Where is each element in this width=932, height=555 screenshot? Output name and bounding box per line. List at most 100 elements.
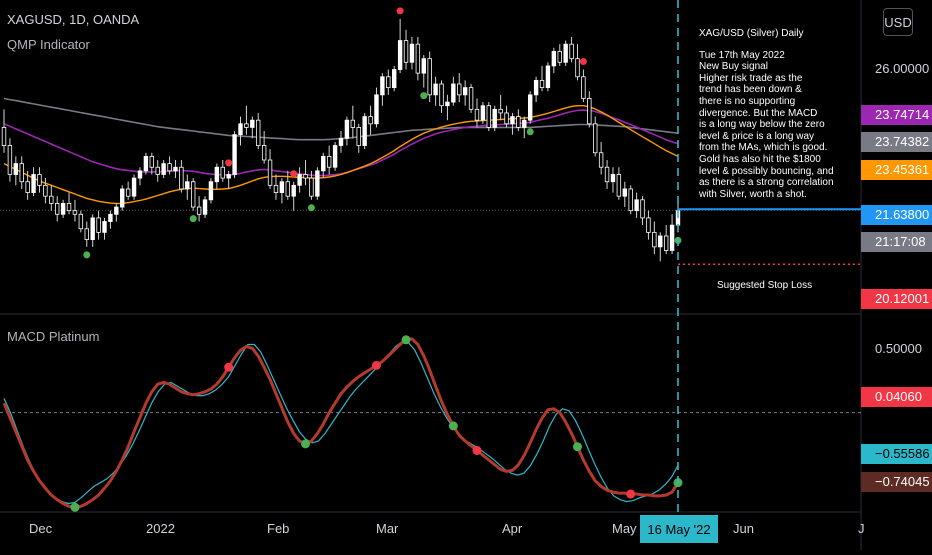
candle-body	[646, 217, 651, 233]
candle-body	[131, 177, 137, 197]
candle-body	[244, 123, 249, 128]
candle-body	[604, 166, 610, 183]
candle-body	[143, 155, 149, 172]
candle-body	[1, 127, 7, 146]
candle-body	[457, 83, 462, 96]
qmp-signal-dot	[225, 159, 233, 167]
qmp-signal-dot	[396, 7, 404, 15]
price-tag-last: 21.63800	[861, 205, 932, 225]
candle-body	[43, 184, 48, 197]
x-tick-mar: Mar	[376, 521, 399, 536]
macd-tag-signal: −0.55586	[861, 444, 932, 464]
ma-orange-line	[3, 104, 679, 205]
candle-body	[78, 213, 84, 230]
candle-body	[332, 145, 338, 168]
qmp-signal-dot	[307, 204, 315, 212]
candle-body	[167, 163, 172, 172]
candle-body	[522, 119, 527, 128]
candle-body	[663, 235, 669, 251]
annotation-heading: XAG/USD (Silver) Daily	[699, 28, 804, 39]
candle-body	[356, 127, 361, 146]
candle-body	[238, 123, 243, 136]
candle-body	[267, 159, 273, 186]
candle-body	[72, 210, 78, 215]
x-tick-dec: Dec	[29, 521, 53, 536]
candle-body	[516, 116, 521, 128]
qmp-signal-dot	[83, 251, 91, 259]
macd-signal-line	[3, 341, 679, 505]
candle-body	[634, 199, 639, 212]
candle-body	[539, 79, 545, 89]
candle-body	[315, 170, 320, 197]
candle-body	[321, 155, 326, 172]
candle-body	[368, 116, 373, 125]
candle-body	[557, 51, 562, 63]
candle-body	[19, 163, 24, 183]
candle-body	[214, 166, 220, 183]
symbol-title: XAGUSD, 1D, OANDA	[7, 12, 140, 27]
candle-body	[587, 98, 592, 125]
macd-signal-dot	[224, 362, 234, 372]
candle-body	[297, 174, 302, 186]
stop-loss-label: Suggested Stop Loss	[717, 280, 813, 291]
candle-body	[66, 203, 72, 212]
candle-body	[403, 40, 409, 63]
x-tick-2022: 2022	[146, 521, 175, 536]
indicator-label-qmp: QMP Indicator	[7, 37, 90, 52]
candle-body	[362, 116, 367, 146]
candle-body	[492, 108, 497, 128]
candle-body	[90, 217, 95, 241]
candle-body	[232, 134, 237, 175]
candle-body	[84, 228, 89, 241]
candle-body	[433, 83, 438, 96]
candle-body	[55, 203, 60, 215]
candle-body	[350, 119, 356, 128]
candle-body	[196, 206, 202, 215]
candle-body	[468, 87, 474, 110]
candle-body	[581, 76, 586, 99]
macd-signal-dot	[371, 360, 381, 370]
price-tag-countdown: 21:17:08	[861, 232, 932, 252]
annotation-note: XAG/USD (Silver) Daily Tue 17th May 2022…	[699, 28, 849, 210]
price-tag-stop-loss: 20.12001	[861, 289, 932, 309]
candle-body	[439, 83, 444, 107]
candle-body	[474, 108, 480, 121]
x-tick-jun: Jun	[733, 521, 754, 536]
price-tag-ma-grey: 23.74382	[861, 132, 932, 152]
qmp-signal-dot	[290, 170, 298, 178]
price-tick-26: 26.00000	[875, 61, 930, 76]
macd-tag-zero: 0.04060	[861, 387, 932, 407]
candle-body	[480, 105, 486, 121]
candle-body	[486, 105, 492, 128]
qmp-signal-dot	[420, 92, 428, 100]
indicator-label-macd: MACD Platinum	[7, 329, 100, 344]
candle-body	[427, 58, 432, 96]
candle-body	[622, 188, 627, 197]
candle-body	[421, 58, 426, 74]
candle-body	[25, 181, 30, 193]
currency-button[interactable]: USD	[883, 8, 913, 36]
annotation-body: Tue 17th May 2022 New Buy signal Higher …	[699, 49, 834, 200]
candle-body	[250, 119, 255, 128]
candle-body	[273, 184, 279, 193]
candle-body	[261, 145, 267, 161]
qmp-signal-dot	[526, 128, 534, 136]
candle-body	[397, 40, 403, 70]
candle-body	[380, 76, 385, 96]
candle-body	[386, 76, 391, 89]
candle-body	[279, 181, 285, 193]
candle-body	[409, 43, 415, 63]
candle-body	[256, 119, 261, 146]
candle-body	[374, 94, 379, 125]
candle-body	[551, 51, 557, 67]
candle-body	[338, 137, 344, 146]
x-tick-may: May	[612, 521, 637, 536]
price-tag-ma-purple: 23.74714	[861, 105, 932, 125]
candle-body	[593, 123, 598, 154]
macd-signal-dot	[572, 442, 582, 452]
candle-body	[309, 177, 314, 197]
candle-body	[173, 166, 178, 172]
candle-body	[108, 213, 113, 222]
